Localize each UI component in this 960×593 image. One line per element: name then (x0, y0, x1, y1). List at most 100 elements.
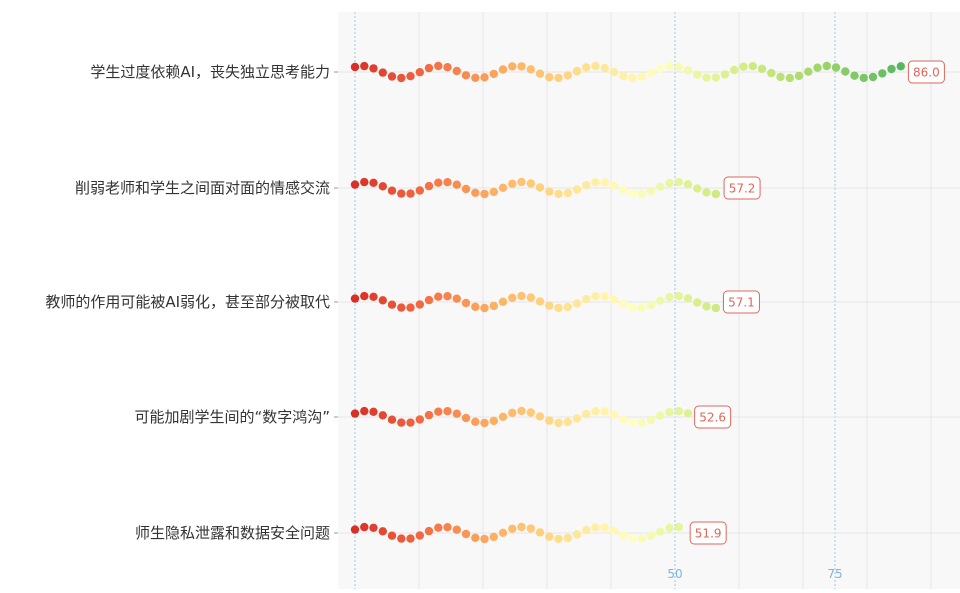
dot (406, 189, 415, 198)
dot (665, 178, 674, 188)
dot (545, 532, 554, 541)
dot (526, 408, 535, 417)
dot (841, 67, 850, 76)
dot (683, 294, 693, 303)
dot (424, 295, 434, 305)
dot (508, 179, 517, 188)
dot (739, 62, 748, 71)
dot (369, 523, 378, 532)
dot-bar (350, 291, 720, 313)
dot (526, 524, 535, 533)
dot (693, 298, 702, 307)
dot (443, 523, 452, 532)
dot (600, 523, 609, 532)
dot (878, 69, 887, 78)
dot (831, 63, 841, 72)
value-label: 57.1 (728, 296, 755, 310)
value-label: 86.0 (913, 66, 940, 80)
category-label: 师生隐私泄露和数据安全问题 (135, 524, 330, 542)
dot (656, 296, 665, 305)
plot-background (338, 12, 960, 589)
value-badge: 57.1 (722, 290, 760, 314)
dot (387, 186, 397, 195)
dot (415, 415, 424, 424)
dot (591, 178, 600, 187)
dot (535, 69, 545, 78)
dot (480, 73, 489, 82)
dot (545, 301, 554, 310)
dot (471, 302, 480, 311)
dot (582, 294, 591, 304)
dot (563, 71, 572, 80)
value-badge: 51.9 (689, 521, 727, 545)
dot (415, 186, 424, 195)
value-badge: 86.0 (907, 60, 945, 84)
dot (498, 65, 508, 74)
dot (415, 531, 424, 540)
dot (461, 71, 471, 80)
dot (757, 64, 767, 74)
dot (776, 72, 785, 82)
dot (572, 185, 582, 194)
dot (406, 72, 415, 81)
dot (563, 188, 572, 198)
dot (702, 188, 711, 197)
dot (619, 414, 628, 424)
dot (378, 68, 387, 77)
dot (572, 299, 582, 308)
dot (424, 63, 434, 73)
dot (637, 303, 646, 312)
dot (498, 412, 508, 421)
dot (424, 526, 434, 536)
dot (628, 418, 637, 427)
dot (822, 61, 831, 71)
dot (378, 182, 387, 191)
dot (609, 67, 619, 77)
dot (609, 181, 619, 190)
dot (591, 61, 600, 71)
dot (387, 531, 397, 540)
dot (619, 299, 628, 309)
dot (489, 69, 498, 79)
dot (452, 409, 461, 418)
dot (554, 534, 563, 544)
dot (369, 64, 378, 73)
dot (637, 72, 646, 81)
dot (674, 291, 683, 301)
dot (582, 409, 591, 419)
value-badge-box (689, 521, 727, 545)
dot (480, 418, 489, 428)
dot (600, 63, 609, 73)
dot (554, 303, 563, 313)
dot (646, 186, 656, 196)
value-label: 52.6 (699, 411, 726, 425)
dot (360, 522, 369, 532)
dot (646, 68, 656, 78)
dot (804, 67, 813, 76)
dot (452, 180, 461, 189)
dot (387, 300, 397, 309)
category-label: 可能加剧学生间的“数字鸿沟” (134, 408, 330, 426)
dot (350, 62, 360, 72)
dot (517, 177, 526, 187)
dot (674, 406, 683, 416)
dot (498, 183, 508, 192)
dot (535, 183, 545, 192)
dot (415, 300, 424, 309)
dot (360, 177, 369, 187)
dot (785, 73, 794, 83)
dot (397, 73, 406, 83)
dot (859, 73, 868, 83)
dot (619, 530, 628, 540)
dot (711, 189, 720, 199)
value-badge-box (907, 60, 945, 84)
dot (850, 71, 859, 80)
dot (896, 62, 905, 71)
dot (369, 178, 378, 187)
dot (378, 296, 387, 305)
dot (702, 73, 711, 82)
dot (360, 291, 369, 301)
value-label: 51.9 (695, 527, 722, 541)
